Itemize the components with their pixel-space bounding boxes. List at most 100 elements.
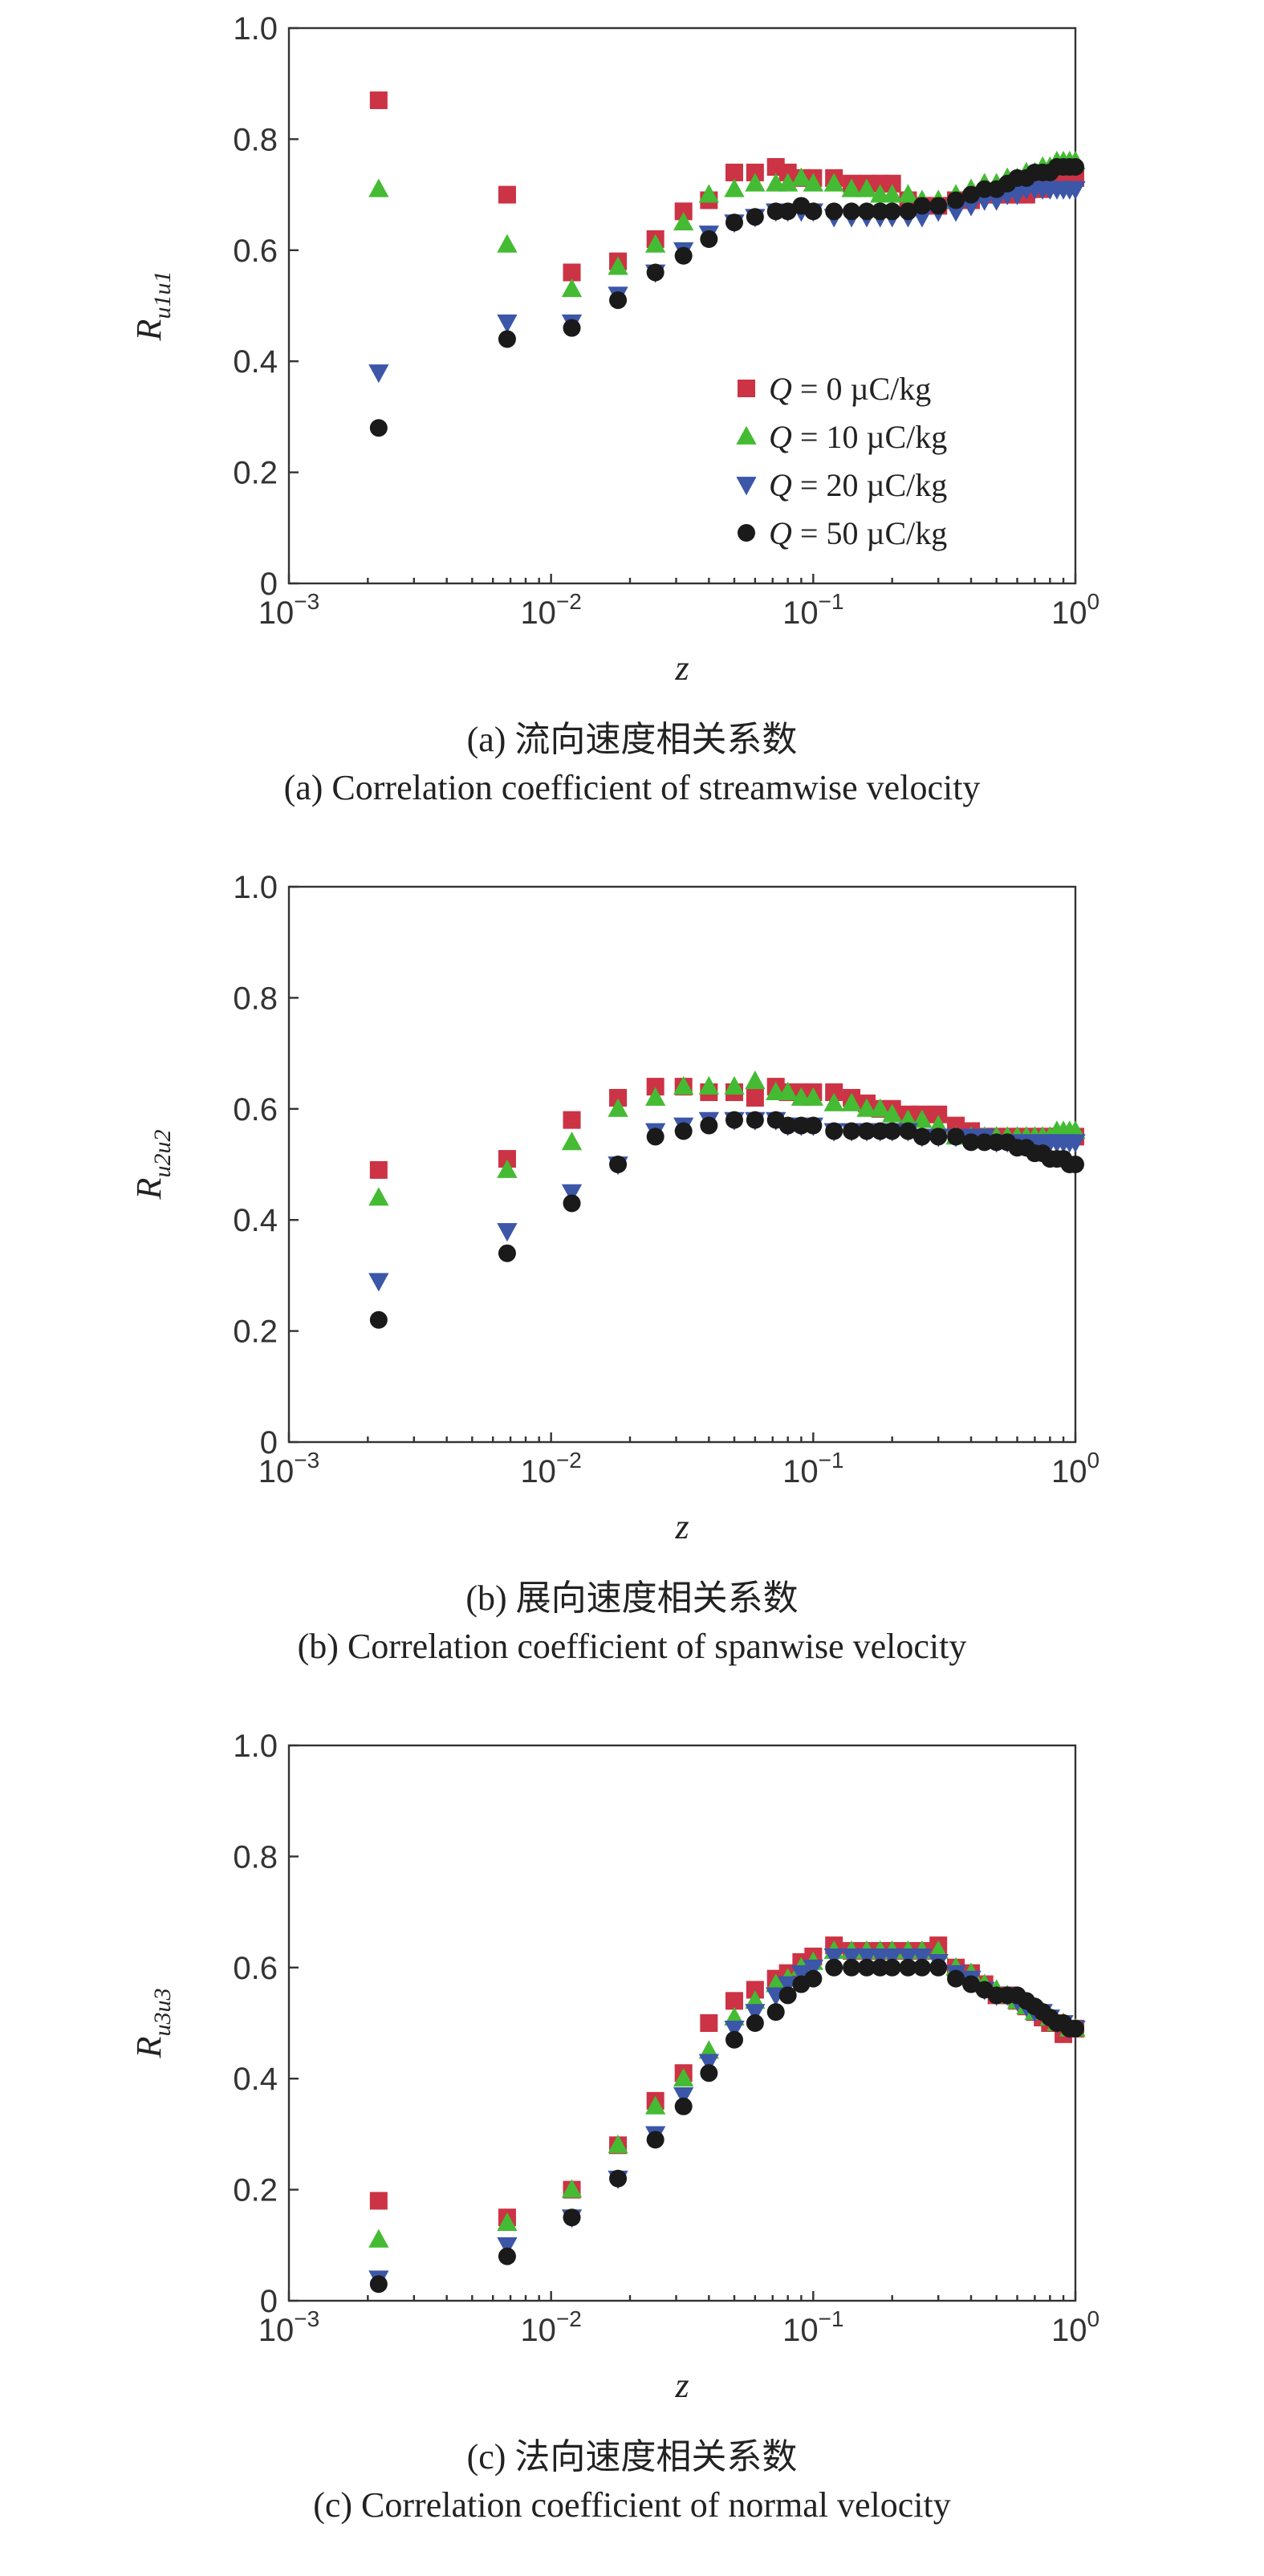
data-point xyxy=(858,1958,876,1977)
plot-frame xyxy=(287,885,1077,1444)
data-point xyxy=(745,1071,766,1090)
caption-a-en: (a) Correlation coefficient of streamwis… xyxy=(283,768,981,807)
x-tick-label: 100 xyxy=(1051,589,1099,631)
data-point xyxy=(843,1122,861,1140)
data-point xyxy=(882,1103,903,1123)
data-point xyxy=(609,1088,628,1107)
series-3 xyxy=(369,1111,1084,1329)
data-point xyxy=(698,184,719,203)
caption-c-en: (c) Correlation coefficient of normal ve… xyxy=(313,2485,951,2525)
chart-c-svg: 0 0.2 0.4 0.6 0.8 1.0 10−3 10−2 10−1 100 z Ru3u3 xyxy=(129,1729,1099,2405)
data-point xyxy=(841,1092,862,1111)
data-point xyxy=(725,213,743,232)
data-point xyxy=(883,1122,901,1140)
data-point xyxy=(843,1958,861,1977)
data-point xyxy=(368,1273,389,1292)
data-point xyxy=(856,1948,877,1968)
data-point xyxy=(856,1098,877,1117)
y-tick-label: 1.0 xyxy=(233,11,278,47)
data-point xyxy=(369,2192,388,2210)
data-point xyxy=(645,2095,666,2115)
y-tick-label: 0.4 xyxy=(233,1203,278,1238)
data-point xyxy=(674,246,693,265)
data-point xyxy=(700,1116,718,1135)
y-tick-label: 0 xyxy=(260,2284,278,2319)
data-point xyxy=(912,1948,933,1968)
data-point xyxy=(369,1160,388,1179)
data-point xyxy=(778,1116,797,1135)
data-point xyxy=(497,1159,518,1178)
data-point xyxy=(825,1083,843,1102)
data-point xyxy=(368,364,389,384)
data-point xyxy=(498,185,516,204)
caption-b-en: (b) Correlation coefficient of spanwise … xyxy=(297,1627,967,1666)
chart-panel-b: 0 0.2 0.4 0.6 0.8 1.0 10−3 10−2 10−1 100 z Ru2u2 (b… xyxy=(0,859,1264,1717)
data-point xyxy=(673,1075,694,1095)
legend-marker xyxy=(738,524,755,542)
chart-a-svg: 0 0.2 0.4 0.6 0.8 1.0 10−3 10−2 10−1 100 z Ru1u1 Q =… xyxy=(129,11,1099,688)
data-point xyxy=(947,1128,965,1146)
data-point xyxy=(962,1133,981,1152)
data-point xyxy=(746,1088,764,1107)
data-point xyxy=(700,2064,718,2082)
data-point xyxy=(778,173,799,192)
data-point xyxy=(961,197,982,217)
data-point xyxy=(778,1986,797,2005)
x-tick-label: 10−1 xyxy=(782,2306,843,2348)
data-point xyxy=(858,202,876,221)
data-point xyxy=(746,2014,764,2032)
data-point xyxy=(778,202,797,221)
data-point xyxy=(1065,181,1086,200)
data-point xyxy=(766,2003,785,2021)
legend-marker xyxy=(736,425,757,445)
data-point xyxy=(1067,1156,1084,1173)
y-tick-label: 1.0 xyxy=(233,1729,278,1764)
data-point xyxy=(803,1959,823,1978)
data-point xyxy=(745,173,766,192)
data-point xyxy=(929,1128,948,1146)
data-point xyxy=(645,1087,666,1106)
data-point xyxy=(498,2247,516,2265)
data-point xyxy=(369,419,388,437)
data-point xyxy=(497,234,518,253)
chart-b-svg: 0 0.2 0.4 0.6 0.8 1.0 10−3 10−2 10−1 100 z Ru2u2 xyxy=(129,870,1099,1546)
data-point xyxy=(778,163,797,181)
x-tick-label: 100 xyxy=(1051,1448,1099,1489)
data-point xyxy=(369,2275,388,2294)
data-point xyxy=(563,263,581,282)
data-point xyxy=(856,178,877,197)
data-point xyxy=(700,230,718,248)
data-point xyxy=(646,263,665,282)
data-point xyxy=(725,163,743,181)
data-point xyxy=(843,202,861,221)
caption-c-cn: (c) 法向速度相关系数 xyxy=(466,2437,798,2476)
data-point xyxy=(947,1969,965,1988)
data-point xyxy=(497,1223,518,1242)
data-point xyxy=(497,2212,518,2232)
data-point xyxy=(841,178,862,197)
data-point xyxy=(778,1976,799,1995)
data-point xyxy=(498,1244,516,1262)
chart-panel-c: 0 0.2 0.4 0.6 0.8 1.0 10−3 10−2 10−1 100 z Ru3u3 (c… xyxy=(0,1717,1264,2576)
x-tick-label: 10−1 xyxy=(782,589,843,631)
data-point xyxy=(698,2054,719,2073)
data-point xyxy=(823,173,844,192)
legend-label: Q = 0 µC/kg xyxy=(769,371,931,407)
x-axis-label: z xyxy=(674,1507,689,1546)
data-point xyxy=(945,203,966,222)
data-point xyxy=(498,1150,516,1168)
plot-frame xyxy=(287,26,1077,585)
data-point xyxy=(498,330,516,348)
data-point xyxy=(746,163,764,181)
data-point xyxy=(561,2179,583,2198)
data-point xyxy=(929,1958,948,1977)
data-point xyxy=(883,1958,901,1977)
plot-frame xyxy=(287,1744,1077,2302)
data-point xyxy=(646,1078,665,1096)
data-point xyxy=(912,209,933,228)
data-point xyxy=(561,278,583,298)
x-tick-label: 10−3 xyxy=(258,1448,319,1489)
data-point xyxy=(646,2131,665,2149)
data-point xyxy=(609,1156,628,1173)
data-point xyxy=(962,185,981,204)
